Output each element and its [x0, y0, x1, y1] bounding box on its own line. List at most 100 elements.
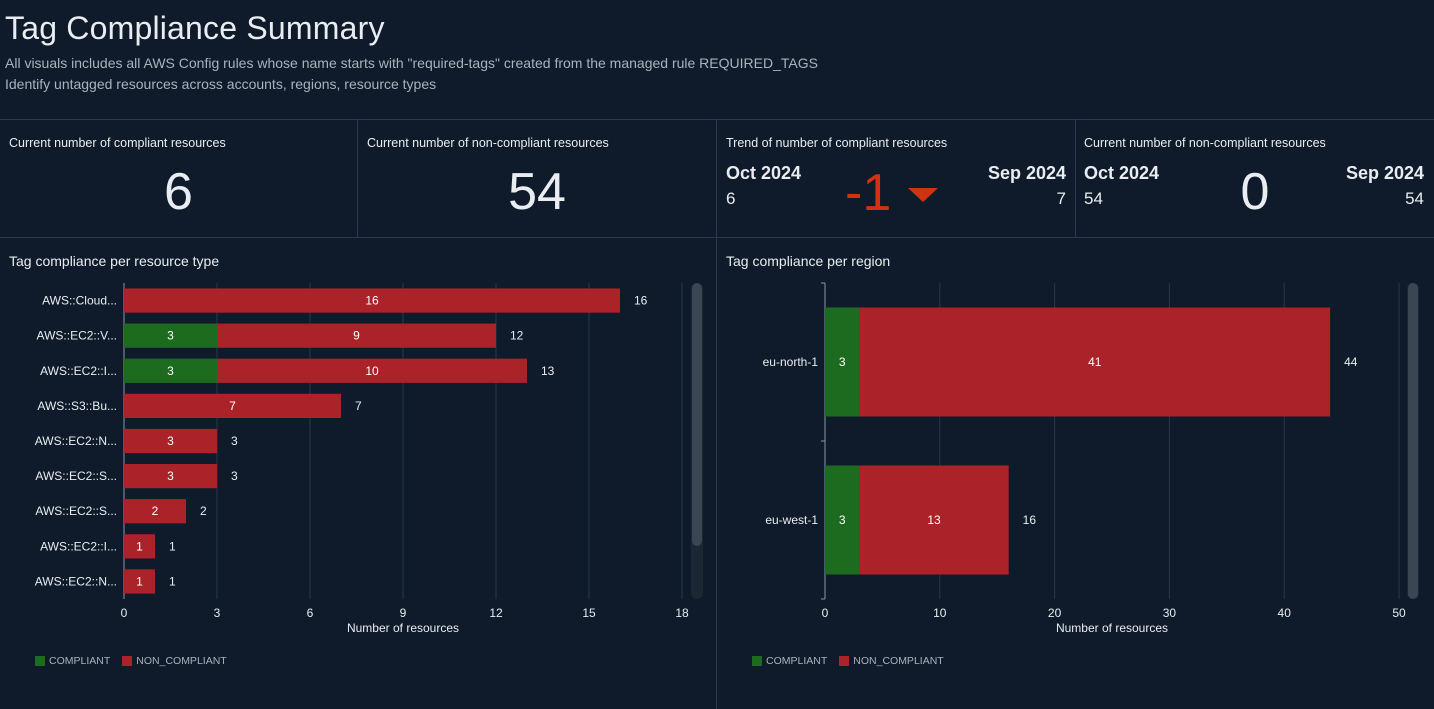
- prior-period-value: 54: [1405, 189, 1424, 208]
- scrollbar-thumb[interactable]: [692, 283, 702, 546]
- bar-total-label: 7: [355, 399, 362, 413]
- x-tick-label: 40: [1278, 606, 1292, 620]
- y-category-label: AWS::EC2::N...: [35, 574, 117, 588]
- x-tick-label: 20: [1048, 606, 1062, 620]
- bar-data-label: 3: [167, 364, 174, 378]
- bar-total-label: 1: [169, 539, 176, 553]
- bar-data-label: 3: [839, 355, 846, 369]
- bar-data-label: 1: [136, 539, 143, 553]
- y-category-label: AWS::EC2::V...: [37, 329, 117, 343]
- page-subtitle: All visuals includes all AWS Config rule…: [5, 55, 818, 71]
- compliant-bar[interactable]: [825, 307, 860, 417]
- non-compliant-bar[interactable]: [859, 307, 1331, 417]
- compliant-bar[interactable]: [124, 323, 217, 348]
- non-compliant-bar[interactable]: [124, 569, 155, 594]
- x-axis-title: Number of resources: [1056, 621, 1168, 635]
- legend-item-non-compliant[interactable]: NON_COMPLIANT: [839, 655, 944, 667]
- current-period-label: Oct 2024: [726, 163, 802, 183]
- non-compliant-bar[interactable]: [124, 288, 620, 313]
- bar-data-label: 2: [152, 504, 159, 518]
- trend-delta-value: -1: [845, 164, 892, 222]
- divider: [357, 119, 358, 237]
- dashboard-header: Tag Compliance Summary All visuals inclu…: [0, 0, 1434, 119]
- x-tick-label: 3: [214, 606, 221, 620]
- compliant-bar[interactable]: [825, 465, 860, 575]
- non-compliant-bar[interactable]: [124, 463, 217, 489]
- scrollbar-thumb[interactable]: [1408, 283, 1418, 599]
- kpi-trend-label: Trend of number of compliant resources: [726, 136, 948, 150]
- non-compliant-bar[interactable]: [124, 499, 186, 524]
- y-category-label: AWS::EC2::S...: [35, 469, 117, 483]
- legend-label: COMPLIANT: [766, 655, 828, 667]
- non-compliant-bar[interactable]: [217, 358, 527, 383]
- compliant-bar[interactable]: [124, 358, 217, 383]
- legend-label: COMPLIANT: [49, 655, 111, 667]
- trend-delta-value: 0: [1240, 163, 1270, 221]
- current-period-value: 6: [726, 189, 736, 208]
- page-title: Tag Compliance Summary: [5, 10, 385, 46]
- x-tick-label: 30: [1163, 606, 1177, 620]
- legend-label: NON_COMPLIANT: [853, 655, 944, 667]
- bar-total-label: 1: [169, 574, 176, 588]
- bar-total-label: 13: [541, 364, 555, 378]
- bar-data-label: 3: [167, 434, 174, 448]
- kpi-compliant-label: Current number of compliant resources: [9, 136, 226, 150]
- legend-item-non-compliant[interactable]: NON_COMPLIANT: [122, 655, 227, 667]
- chart-scrollbar[interactable]: [1407, 283, 1419, 599]
- bar-data-label: 3: [167, 469, 174, 483]
- non-compliant-bar[interactable]: [124, 393, 341, 419]
- divider: [1075, 119, 1076, 237]
- legend-item-compliant[interactable]: COMPLIANT: [35, 655, 110, 667]
- divider: [0, 237, 1434, 238]
- current-period-label: Oct 2024: [1084, 163, 1160, 183]
- y-category-label: eu-north-1: [763, 355, 819, 369]
- chart-scrollbar[interactable]: [691, 283, 703, 599]
- bar-total-label: 16: [634, 294, 648, 308]
- x-tick-label: 18: [675, 606, 689, 620]
- non-compliant-bar[interactable]: [124, 428, 217, 454]
- region-chart-title: Tag compliance per region: [726, 253, 891, 269]
- y-category-label: AWS::Cloud...: [42, 294, 117, 308]
- kpi-non-compliant-trend-label: Current number of non-compliant resource…: [1084, 136, 1326, 150]
- x-axis-title: Number of resources: [347, 621, 459, 635]
- bar-total-label: 2: [200, 504, 207, 518]
- non-compliant-bar[interactable]: [859, 465, 1009, 575]
- bar-total-label: 12: [510, 329, 524, 343]
- bar-data-label: 3: [839, 513, 846, 527]
- y-category-label: AWS::EC2::N...: [35, 434, 117, 448]
- divider: [0, 119, 1434, 120]
- x-tick-label: 10: [933, 606, 947, 620]
- prior-period-label: Sep 2024: [987, 163, 1066, 183]
- bar-data-label: 16: [365, 294, 379, 308]
- prior-period-value: 7: [1056, 189, 1066, 208]
- x-tick-label: 0: [121, 606, 128, 620]
- x-tick-label: 50: [1392, 606, 1406, 620]
- y-category-label: AWS::S3::Bu...: [37, 399, 117, 413]
- divider: [716, 119, 717, 709]
- legend-swatch: [752, 656, 762, 666]
- non-compliant-bar[interactable]: [217, 323, 496, 348]
- kpi-non-compliant-label: Current number of non-compliant resource…: [367, 136, 609, 150]
- current-period-value: 54: [1084, 189, 1103, 208]
- bar-data-label: 9: [353, 329, 360, 343]
- bar-data-label: 13: [927, 513, 941, 527]
- bar-total-label: 16: [1023, 513, 1037, 527]
- bar-data-label: 1: [136, 574, 143, 588]
- arrow-down-icon: [908, 188, 938, 202]
- legend-swatch: [35, 656, 45, 666]
- bar-data-label: 3: [167, 329, 174, 343]
- legend-swatch: [122, 656, 133, 666]
- kpi-compliant-value: 6: [164, 163, 193, 221]
- resource-type-legend: COMPLIANT NON_COMPLIANT: [35, 655, 239, 667]
- x-tick-label: 12: [489, 606, 503, 620]
- page-description: Identify untagged resources across accou…: [5, 76, 437, 92]
- bar-data-label: 7: [229, 399, 236, 413]
- bar-total-label: 3: [231, 434, 238, 448]
- region-chart[interactable]: 0 10 20 30 40 50 Number of resources eu-north-1…: [717, 240, 1434, 640]
- bar-total-label: 3: [231, 469, 238, 483]
- non-compliant-bar[interactable]: [124, 534, 155, 559]
- legend-item-compliant[interactable]: COMPLIANT: [752, 655, 827, 667]
- x-tick-label: 9: [400, 606, 407, 620]
- x-tick-label: 15: [582, 606, 596, 620]
